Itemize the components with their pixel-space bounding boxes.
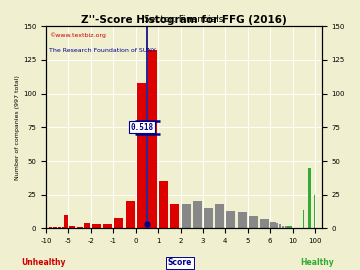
Bar xyxy=(45,226,47,228)
Text: The Research Foundation of SUNY: The Research Foundation of SUNY xyxy=(49,48,156,53)
Bar xyxy=(159,181,168,228)
Text: Unhealthy: Unhealthy xyxy=(21,258,66,267)
Title: Z''-Score Histogram for FFG (2016): Z''-Score Histogram for FFG (2016) xyxy=(81,15,287,25)
Bar xyxy=(103,224,112,228)
Bar xyxy=(137,83,146,228)
Bar xyxy=(64,215,68,228)
Bar xyxy=(215,204,224,228)
Bar xyxy=(84,223,90,228)
Bar xyxy=(77,227,83,228)
Text: Score: Score xyxy=(168,258,192,267)
Bar xyxy=(273,222,275,228)
Bar xyxy=(226,211,235,228)
Bar xyxy=(182,204,190,228)
Bar xyxy=(238,212,247,228)
Bar xyxy=(284,226,287,228)
Bar xyxy=(49,227,52,228)
Text: Sector: Financials: Sector: Financials xyxy=(144,15,224,24)
Bar xyxy=(148,50,157,228)
Bar xyxy=(170,204,179,228)
Bar xyxy=(249,216,258,228)
Bar xyxy=(290,226,292,228)
Bar xyxy=(204,208,213,228)
Text: Healthy: Healthy xyxy=(300,258,334,267)
Bar xyxy=(62,227,66,228)
Bar xyxy=(279,224,281,228)
Text: ©www.textbiz.org: ©www.textbiz.org xyxy=(49,32,105,38)
Bar xyxy=(260,219,269,228)
Y-axis label: Number of companies (997 total): Number of companies (997 total) xyxy=(15,75,20,180)
Bar xyxy=(309,168,311,228)
Bar xyxy=(282,226,284,228)
Text: 0.518: 0.518 xyxy=(130,123,153,132)
Bar xyxy=(303,210,304,228)
Bar xyxy=(58,227,61,228)
Bar xyxy=(287,226,289,228)
Bar xyxy=(314,195,315,228)
Bar xyxy=(114,218,123,228)
Bar xyxy=(193,201,202,228)
Bar xyxy=(92,224,101,228)
Bar xyxy=(53,227,57,228)
Bar xyxy=(270,222,273,228)
Bar xyxy=(69,226,75,228)
Bar xyxy=(276,223,278,228)
Bar xyxy=(126,201,135,228)
